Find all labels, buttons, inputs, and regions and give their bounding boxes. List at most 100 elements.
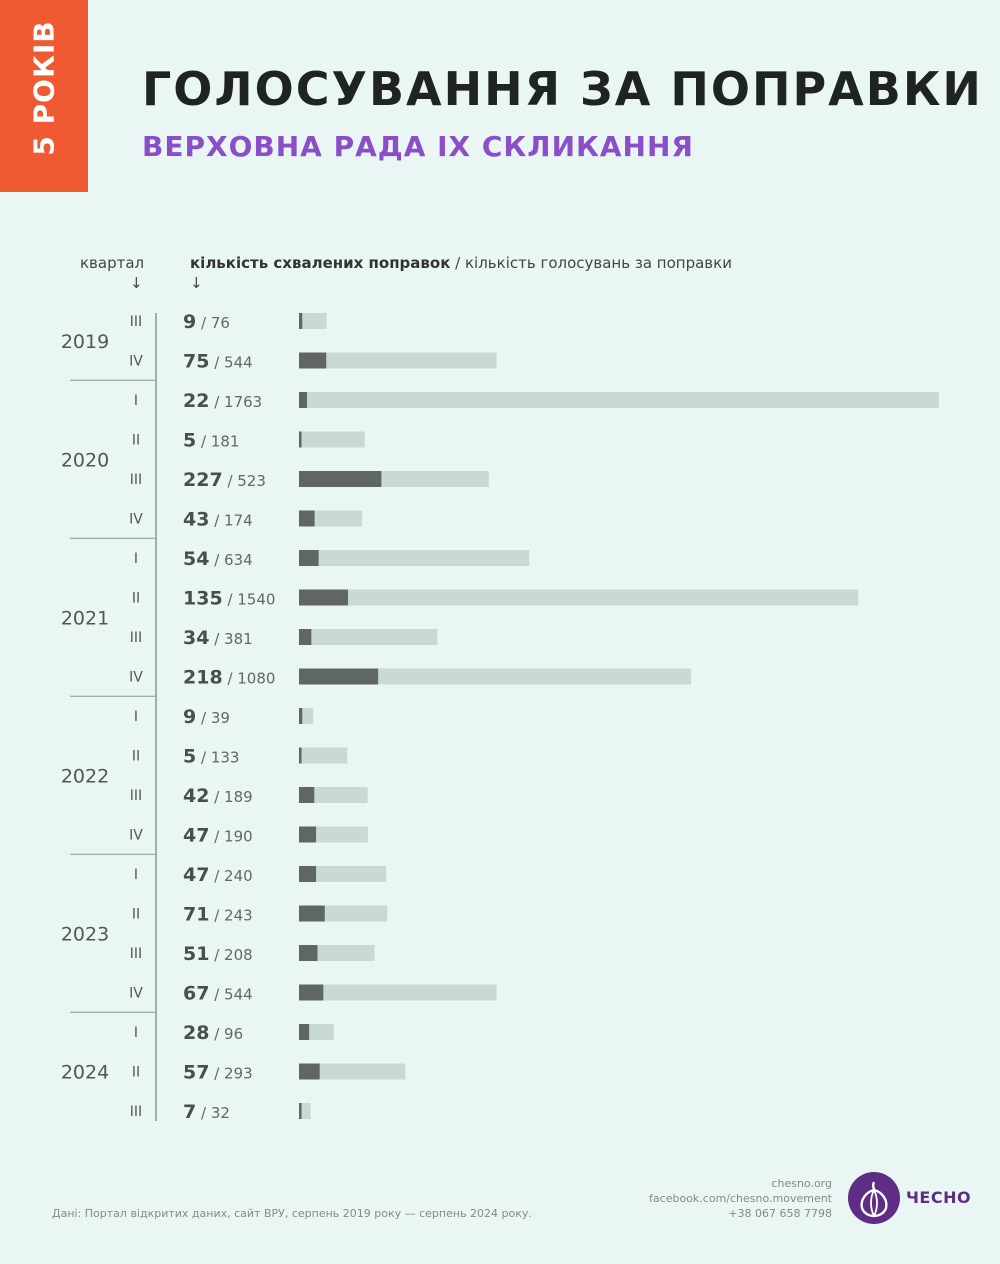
facebook-link[interactable]: facebook.com/chesno.movement: [649, 1192, 832, 1205]
value-label: 71 / 243: [183, 904, 253, 926]
approved-bar: [299, 747, 302, 764]
approved-value: 28: [183, 1022, 209, 1044]
data-source: Дані: Портал відкритих даних, сайт ВРУ, …: [52, 1207, 532, 1220]
approved-bar: [299, 352, 327, 369]
value-label: 135 / 1540: [183, 588, 275, 610]
quarter-label: II: [132, 433, 140, 449]
value-label: 5 / 133: [183, 746, 239, 768]
total-value: / 293: [209, 1065, 252, 1083]
value-label: 218 / 1080: [183, 667, 275, 689]
approved-value: 5: [183, 746, 196, 768]
approved-bar: [299, 1103, 302, 1119]
contacts: chesno.org facebook.com/chesno.movement …: [649, 1176, 832, 1221]
approved-value: 43: [183, 509, 209, 531]
year-label: 2019: [61, 331, 109, 353]
total-bar: [299, 866, 387, 882]
total-bar: [299, 1063, 406, 1080]
quarter-label: III: [130, 788, 142, 804]
total-value: / 174: [209, 512, 252, 530]
total-value: / 39: [196, 709, 230, 727]
approved-bar: [299, 905, 325, 922]
approved-value: 51: [183, 943, 209, 965]
approved-bar: [299, 826, 317, 843]
badge-text: 5 РОКІВ: [27, 20, 61, 156]
approved-bar: [299, 313, 303, 329]
value-label: 47 / 240: [183, 864, 253, 886]
year-label: 2023: [61, 923, 109, 945]
total-bar: [299, 747, 348, 764]
garlic-icon: [848, 1172, 900, 1224]
approved-value: 218: [183, 667, 223, 689]
quarter-label: IV: [129, 512, 143, 528]
approved-value: 5: [183, 430, 196, 452]
value-label: 47 / 190: [183, 825, 253, 847]
total-value: / 634: [209, 551, 252, 569]
quarter-label: IV: [129, 828, 143, 844]
approved-value: 135: [183, 588, 223, 610]
total-value: / 544: [209, 986, 252, 1004]
values-arrow-icon: ↓: [190, 274, 203, 292]
approved-bar: [299, 787, 315, 803]
approved-bar: [299, 510, 315, 527]
approved-bar: [299, 668, 379, 685]
badge-ribbon-tail: [0, 170, 88, 192]
value-label: 227 / 523: [183, 469, 266, 491]
quarter-label: I: [134, 867, 138, 883]
approved-bar: [299, 550, 319, 566]
approved-value: 75: [183, 351, 209, 373]
total-value: / 76: [196, 314, 230, 332]
quarter-label: II: [132, 749, 140, 765]
total-value: / 190: [209, 828, 252, 846]
total-value: / 96: [209, 1025, 243, 1043]
value-label: 57 / 293: [183, 1062, 253, 1084]
approved-value: 34: [183, 627, 209, 649]
values-header-rest: / кількість голосувань за поправки: [450, 254, 732, 272]
approved-value: 227: [183, 469, 223, 491]
quarter-label: II: [132, 907, 140, 923]
phone-number: +38 067 658 7798: [728, 1207, 832, 1220]
total-bar: [299, 787, 368, 803]
approved-value: 47: [183, 825, 209, 847]
total-value: / 1080: [223, 670, 276, 688]
total-value: / 240: [209, 867, 252, 885]
page-subtitle: ВЕРХОВНА РАДА IX СКЛИКАННЯ: [142, 130, 694, 163]
approved-value: 42: [183, 785, 209, 807]
site-link[interactable]: chesno.org: [771, 1177, 832, 1190]
total-bar: [299, 826, 368, 843]
approved-value: 22: [183, 390, 209, 412]
year-label: 2024: [61, 1062, 109, 1084]
total-value: / 523: [223, 472, 266, 490]
total-bar: [299, 629, 438, 645]
approved-bar: [299, 1063, 320, 1080]
quarter-label: I: [134, 551, 138, 567]
approved-bar: [299, 708, 303, 724]
total-bar: [299, 431, 365, 448]
value-label: 9 / 76: [183, 311, 230, 333]
total-value: / 1763: [209, 393, 262, 411]
year-label: 2020: [61, 449, 109, 471]
page-title: ГОЛОСУВАННЯ ЗА ПОПРАВКИ: [142, 62, 983, 116]
quarter-label: III: [130, 946, 142, 962]
value-label: 5 / 181: [183, 430, 239, 452]
value-label: 9 / 39: [183, 706, 230, 728]
approved-value: 7: [183, 1101, 196, 1123]
total-bar: [299, 984, 497, 1001]
values-header: кількість схвалених поправок / кількість…: [190, 254, 732, 272]
year-label: 2022: [61, 765, 109, 787]
quarter-arrow-icon: ↓: [130, 274, 143, 292]
quarter-label: II: [132, 591, 140, 607]
logo-text: ЧЕСНО: [906, 1188, 972, 1207]
approved-bar: [299, 984, 324, 1001]
approved-value: 57: [183, 1062, 209, 1084]
quarter-label: IV: [129, 986, 143, 1002]
total-value: / 1540: [223, 591, 276, 609]
total-bar: [299, 313, 327, 329]
total-bar: [299, 708, 314, 724]
quarter-label: I: [134, 1025, 138, 1041]
quarter-label: III: [130, 472, 142, 488]
approved-bar: [299, 1024, 310, 1040]
approved-bar: [299, 589, 349, 606]
approved-bar: [299, 431, 302, 448]
value-label: 34 / 381: [183, 627, 253, 649]
approved-value: 9: [183, 706, 196, 728]
